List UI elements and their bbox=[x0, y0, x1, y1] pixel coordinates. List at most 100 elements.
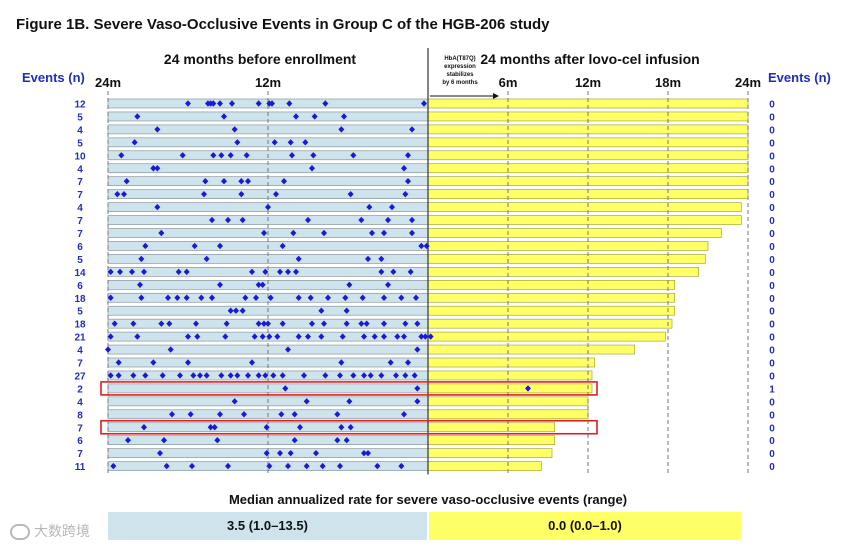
events-before-row-11: 7 bbox=[77, 229, 83, 240]
right-bar-28 bbox=[427, 448, 553, 458]
events-after-row-14: 0 bbox=[769, 268, 775, 279]
event-marker-row9-1 bbox=[154, 203, 161, 211]
event-marker-row29-3 bbox=[189, 462, 195, 470]
event-marker-row14-8 bbox=[262, 268, 269, 276]
events-before-row-3: 4 bbox=[77, 125, 83, 136]
event-marker-row7-5 bbox=[245, 178, 251, 185]
events-after-row-18: 0 bbox=[769, 320, 775, 331]
events-before-row-20: 4 bbox=[77, 346, 83, 357]
summary-after-box: 0.0 (0.0–1.0) bbox=[429, 512, 741, 540]
event-marker-row19-4 bbox=[194, 333, 201, 340]
event-marker-row8-4 bbox=[238, 190, 245, 198]
event-marker-row27-3 bbox=[214, 437, 221, 444]
event-marker-row14-13 bbox=[390, 268, 397, 276]
summary-before-value: 3.5 (1.0–13.5) bbox=[227, 518, 308, 533]
events-before-row-12: 6 bbox=[77, 242, 83, 253]
event-marker-row14-3 bbox=[129, 268, 135, 276]
event-marker-row13-1 bbox=[138, 255, 145, 263]
stabilization-note-line-4: by 6 months bbox=[442, 80, 478, 86]
events-after-row-4: 0 bbox=[769, 138, 775, 149]
event-marker-row28-7 bbox=[365, 449, 371, 457]
event-marker-row26-1 bbox=[141, 424, 147, 431]
events-after-row-10: 0 bbox=[769, 216, 775, 227]
event-marker-row28-4 bbox=[287, 449, 294, 457]
tick-label-right-12m: 12m bbox=[575, 75, 601, 90]
event-marker-row5-5 bbox=[227, 152, 234, 159]
event-marker-row22-14 bbox=[255, 372, 262, 379]
event-marker-row19-17 bbox=[394, 333, 401, 340]
summary-before-box: 3.5 (1.0–13.5) bbox=[108, 512, 427, 540]
event-marker-row4-3 bbox=[271, 139, 278, 146]
event-marker-row19-20 bbox=[422, 333, 429, 340]
event-marker-row8-1 bbox=[114, 190, 121, 198]
event-marker-row22-9 bbox=[203, 372, 210, 379]
event-marker-row14-4 bbox=[141, 268, 147, 276]
event-marker-row2-5 bbox=[341, 113, 347, 120]
tick-label-left-24m: 24m bbox=[95, 75, 121, 90]
events-after-row-9: 0 bbox=[769, 203, 775, 214]
event-marker-row17-4 bbox=[318, 307, 325, 314]
event-marker-row27-2 bbox=[161, 437, 167, 444]
event-marker-row13-4 bbox=[365, 255, 371, 263]
event-marker-row22-21 bbox=[350, 372, 357, 379]
tick-label-right-18m: 18m bbox=[655, 75, 681, 90]
events-after-row-15: 0 bbox=[769, 281, 775, 292]
event-marker-row1-5 bbox=[217, 100, 223, 107]
event-marker-row16-5 bbox=[183, 294, 190, 301]
event-marker-row5-7 bbox=[289, 152, 295, 159]
event-marker-row7-3 bbox=[221, 178, 227, 185]
right-bar-19 bbox=[427, 331, 666, 342]
event-marker-row12-1 bbox=[142, 242, 149, 250]
events-after-row-5: 0 bbox=[769, 151, 775, 162]
event-marker-row11-3 bbox=[290, 229, 297, 237]
events-after-row-11: 0 bbox=[769, 229, 775, 240]
events-before-row-29: 11 bbox=[75, 462, 86, 473]
events-after-row-24: 0 bbox=[769, 397, 775, 408]
event-marker-row5-2 bbox=[179, 152, 186, 159]
event-marker-row18-10 bbox=[279, 320, 286, 327]
left-panel-heading: 24 months before enrollment bbox=[164, 51, 356, 67]
event-marker-row16-2 bbox=[138, 294, 145, 301]
event-marker-row29-7 bbox=[303, 462, 310, 470]
event-marker-row29-10 bbox=[374, 462, 381, 470]
event-marker-row12-4 bbox=[279, 242, 286, 250]
event-marker-row18-7 bbox=[255, 320, 262, 327]
event-marker-row14-5 bbox=[175, 268, 182, 276]
event-marker-row17-1 bbox=[227, 307, 234, 314]
event-marker-row10-7 bbox=[409, 216, 415, 224]
event-marker-row11-2 bbox=[261, 229, 267, 237]
event-marker-row19-2 bbox=[134, 333, 141, 340]
events-after-row-25: 0 bbox=[769, 410, 775, 421]
event-marker-row26-5 bbox=[297, 424, 303, 431]
event-marker-row15-3 bbox=[255, 281, 262, 288]
tick-label-right-24m: 24m bbox=[735, 75, 761, 90]
event-marker-row25-3 bbox=[217, 411, 223, 418]
event-marker-row14-1 bbox=[107, 268, 114, 276]
event-marker-row8-7 bbox=[402, 190, 409, 198]
right-bar-11 bbox=[427, 228, 722, 238]
stabilization-note-line-1: HbA(T87Q) bbox=[444, 56, 475, 62]
event-marker-row25-1 bbox=[169, 411, 175, 418]
event-marker-row16-11 bbox=[295, 294, 302, 301]
events-before-row-6: 4 bbox=[77, 164, 83, 175]
event-marker-row16-17 bbox=[398, 294, 405, 301]
event-marker-row29-1 bbox=[110, 462, 117, 470]
event-marker-row1-10 bbox=[286, 100, 293, 107]
event-marker-row24-3 bbox=[346, 398, 353, 405]
event-marker-row8-2 bbox=[121, 190, 127, 198]
event-marker-row18-13 bbox=[343, 320, 350, 327]
summary-label: Median annualized rate for severe vaso-o… bbox=[229, 492, 627, 507]
event-marker-row16-8 bbox=[242, 294, 249, 301]
events-before-row-26: 7 bbox=[77, 423, 83, 434]
event-marker-row19-16 bbox=[381, 333, 387, 340]
event-marker-row28-5 bbox=[313, 449, 319, 457]
watermark-text: 大数跨境 bbox=[34, 524, 90, 540]
event-marker-row16-4 bbox=[174, 294, 181, 301]
event-marker-row21-6 bbox=[387, 359, 394, 366]
event-marker-row4-2 bbox=[234, 139, 241, 146]
event-marker-row2-3 bbox=[293, 113, 299, 120]
event-marker-row1-1 bbox=[185, 100, 191, 107]
event-marker-row11-6 bbox=[381, 229, 387, 237]
summary-after-fill bbox=[429, 512, 741, 540]
events-label-left: Events (n) bbox=[22, 70, 85, 85]
